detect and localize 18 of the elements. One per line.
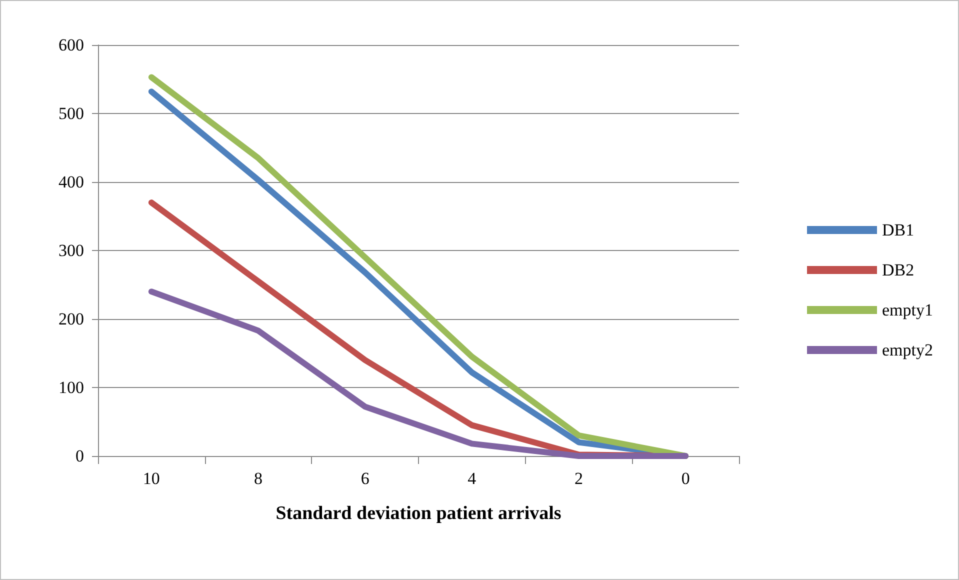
- y-tick-label: 200: [58, 310, 84, 328]
- x-axis-title: Standard deviation patient arrivals: [276, 503, 562, 524]
- y-tick-label: 600: [58, 36, 84, 54]
- legend-label: DB2: [882, 260, 914, 280]
- y-tick-label: 500: [58, 104, 84, 123]
- x-tick-label: 10: [142, 469, 160, 488]
- y-tick-label: 400: [58, 172, 84, 192]
- x-tick-label: 4: [468, 469, 477, 488]
- y-tick-label: 300: [58, 241, 84, 260]
- legend-label: empty1: [882, 300, 934, 320]
- x-tick-label: 2: [574, 469, 583, 488]
- x-tick-label: 8: [254, 469, 262, 488]
- legend-label: empty2: [882, 340, 934, 360]
- y-tick-label: 100: [58, 378, 84, 397]
- x-tick-label: 6: [360, 469, 370, 488]
- x-tick-label: 0: [681, 469, 690, 488]
- legend-label: DB1: [882, 220, 914, 240]
- y-tick-label: 0: [76, 446, 84, 466]
